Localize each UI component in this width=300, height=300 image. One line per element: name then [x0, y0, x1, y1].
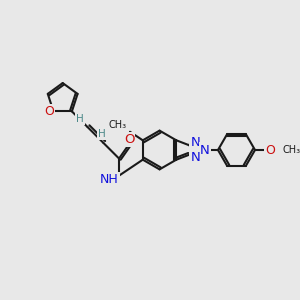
Text: H: H: [98, 129, 106, 139]
Text: CH₃: CH₃: [109, 120, 127, 130]
Text: N: N: [190, 136, 200, 149]
Text: N: N: [190, 151, 200, 164]
Text: NH: NH: [100, 173, 118, 186]
Text: O: O: [44, 105, 54, 118]
Text: CH₃: CH₃: [282, 145, 300, 155]
Text: O: O: [124, 133, 134, 146]
Text: H: H: [76, 114, 83, 124]
Text: N: N: [200, 143, 210, 157]
Text: O: O: [265, 143, 275, 157]
